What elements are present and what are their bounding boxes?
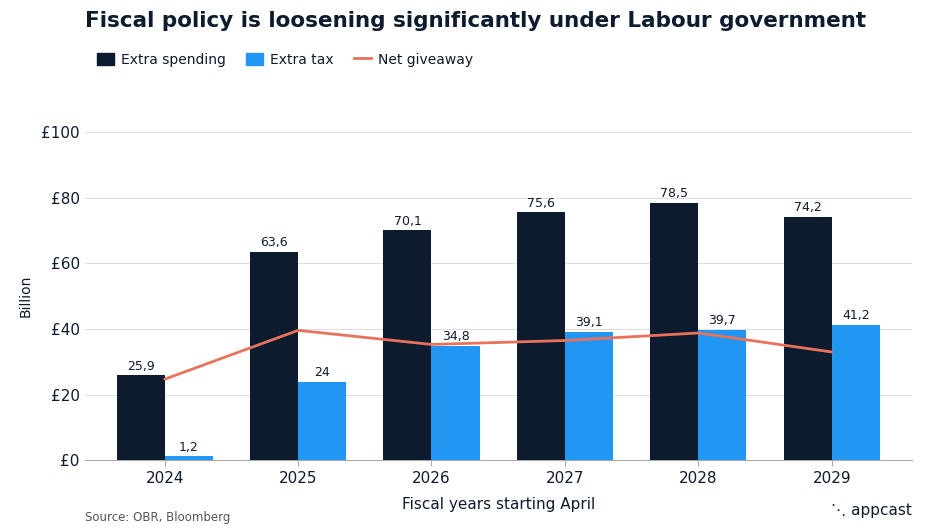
Bar — [117, 375, 164, 460]
Bar — [431, 346, 479, 460]
Bar — [832, 325, 880, 460]
Text: Source: OBR, Bloomberg: Source: OBR, Bloomberg — [85, 510, 230, 524]
Bar — [384, 230, 431, 460]
Text: ⋱ appcast: ⋱ appcast — [831, 504, 912, 518]
Y-axis label: Billion: Billion — [19, 275, 33, 317]
Legend: Extra spending, Extra tax, Net giveaway: Extra spending, Extra tax, Net giveaway — [91, 48, 478, 72]
Text: 25,9: 25,9 — [127, 360, 154, 372]
Bar — [565, 332, 613, 460]
Text: 39,1: 39,1 — [575, 316, 603, 330]
Text: 24: 24 — [314, 366, 330, 379]
Text: 78,5: 78,5 — [660, 187, 688, 200]
Bar — [250, 252, 298, 460]
Text: 39,7: 39,7 — [709, 314, 736, 327]
Text: 63,6: 63,6 — [260, 236, 288, 249]
Text: 34,8: 34,8 — [442, 331, 469, 343]
Text: 75,6: 75,6 — [527, 197, 555, 209]
Bar — [164, 457, 212, 460]
X-axis label: Fiscal years starting April: Fiscal years starting April — [401, 497, 595, 512]
Bar — [517, 212, 565, 460]
Text: Fiscal policy is loosening significantly under Labour government: Fiscal policy is loosening significantly… — [85, 11, 866, 31]
Text: 74,2: 74,2 — [794, 201, 822, 214]
Text: 1,2: 1,2 — [179, 441, 198, 454]
Bar — [298, 381, 346, 460]
Text: 41,2: 41,2 — [842, 309, 870, 323]
Bar — [650, 203, 698, 460]
Text: 70,1: 70,1 — [394, 215, 421, 227]
Bar — [698, 330, 746, 460]
Bar — [784, 217, 832, 460]
